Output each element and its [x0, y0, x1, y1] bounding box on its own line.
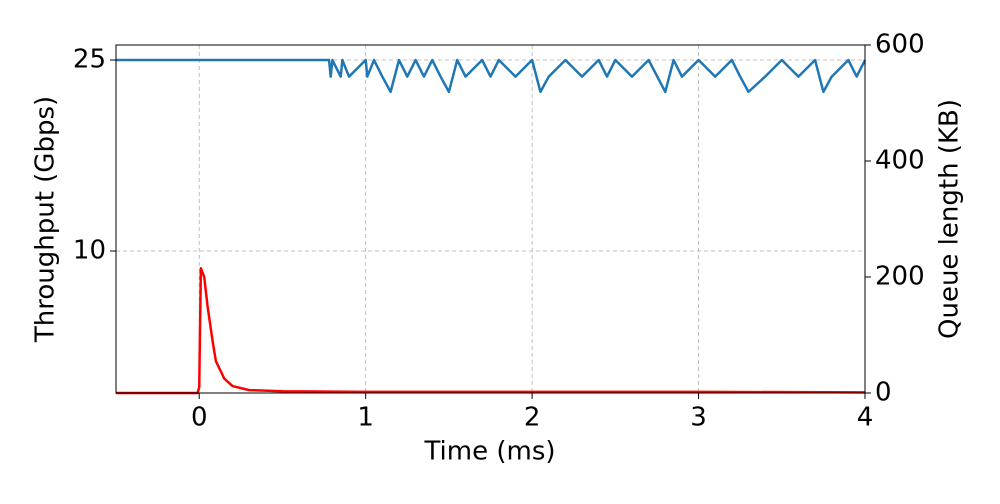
data-line — [116, 58, 867, 94]
plot-frame — [115, 44, 866, 394]
y2-tick-label: 600 — [875, 30, 925, 60]
y2-axis-label: Queue length (KB) — [935, 99, 965, 339]
y-tick-label: 25 — [73, 45, 106, 75]
x-tick-label: 0 — [191, 403, 208, 433]
data-line — [116, 267, 866, 395]
y2-tick-label: 400 — [875, 146, 925, 176]
x-axis-label: Time (ms) — [423, 437, 555, 467]
x-tick-label: 1 — [357, 403, 374, 433]
y2-tick-label: 200 — [875, 262, 925, 292]
y-tick-label: 10 — [73, 236, 106, 266]
y2-tick-label: 0 — [875, 378, 892, 408]
x-tick-label: 2 — [524, 403, 541, 433]
y-axis-label: Throughput (Gbps) — [31, 96, 61, 343]
x-tick-label: 4 — [857, 403, 874, 433]
x-tick-label: 3 — [690, 403, 707, 433]
